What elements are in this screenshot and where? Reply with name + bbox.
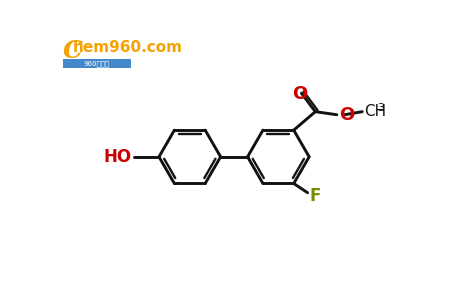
Text: O: O	[339, 106, 355, 124]
Text: 3: 3	[377, 103, 384, 113]
Text: 960化工网: 960化工网	[83, 60, 110, 67]
Text: HO: HO	[104, 148, 132, 166]
FancyBboxPatch shape	[63, 59, 130, 67]
Text: hem960.com: hem960.com	[73, 40, 183, 55]
Text: F: F	[310, 187, 321, 205]
Text: O: O	[292, 86, 308, 103]
Text: CH: CH	[365, 104, 387, 119]
Text: C: C	[63, 39, 82, 63]
